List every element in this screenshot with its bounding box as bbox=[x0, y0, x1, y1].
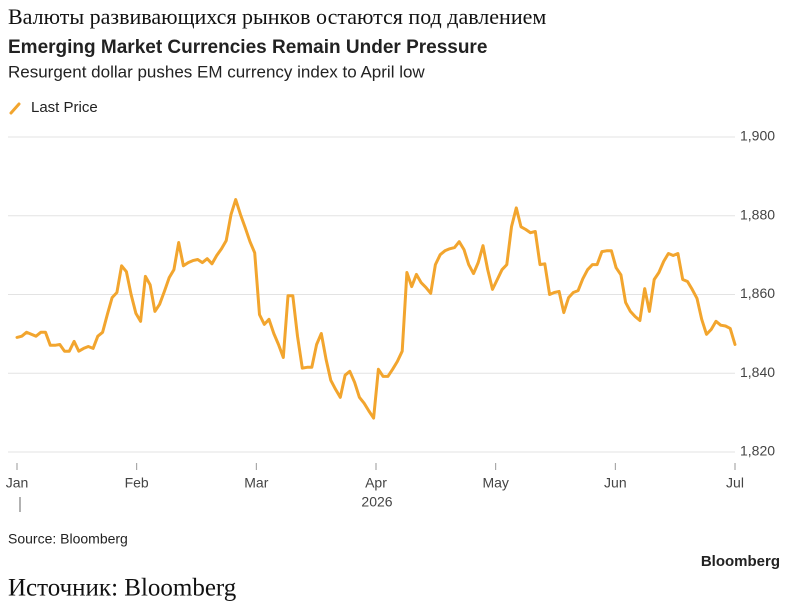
x-tick-label: Mar bbox=[244, 475, 268, 491]
year-label: 2026 bbox=[361, 494, 392, 510]
x-tick-label: Jan bbox=[6, 475, 29, 491]
y-tick-label: 1,820 bbox=[740, 443, 775, 459]
footer-ru: Источник: Bloomberg bbox=[8, 575, 237, 602]
x-tick-label: May bbox=[482, 475, 508, 491]
x-tick-label: Jul bbox=[726, 475, 744, 491]
y-tick-label: 1,860 bbox=[740, 285, 775, 301]
y-tick-label: 1,880 bbox=[740, 206, 775, 222]
brand: Bloomberg bbox=[701, 553, 780, 570]
chart-subtitle: Resurgent dollar pushes EM currency inde… bbox=[8, 62, 425, 81]
y-tick-label: 1,900 bbox=[740, 128, 775, 144]
series-line bbox=[15, 198, 737, 420]
legend-label: Last Price bbox=[31, 99, 98, 116]
legend-swatch bbox=[9, 102, 21, 115]
chart-title: Emerging Market Currencies Remain Under … bbox=[8, 37, 487, 58]
source: Source: Bloomberg bbox=[8, 531, 128, 547]
x-tick-label: Feb bbox=[125, 475, 149, 491]
header-ru: Валюты развивающихся рынков остаются под… bbox=[8, 4, 546, 29]
x-tick-label: Apr bbox=[365, 475, 387, 491]
x-tick-label: Jun bbox=[604, 475, 627, 491]
y-tick-label: 1,840 bbox=[740, 364, 775, 380]
